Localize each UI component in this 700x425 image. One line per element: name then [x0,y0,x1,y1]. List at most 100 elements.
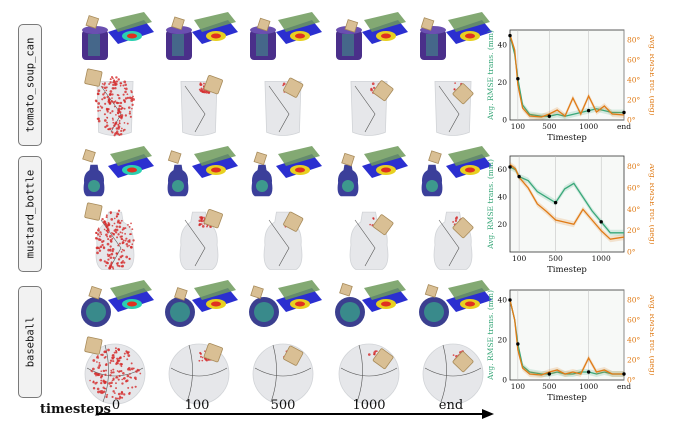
viz-panel-tomato-soup-can-3 [336,12,408,136]
row-label-baseball: baseball [18,286,42,398]
x-axis-label: Timestep [547,393,587,403]
viz-panel-baseball-2 [249,280,322,405]
timeline-tick: 100 [184,398,210,413]
timeline-tick: 0 [111,398,121,413]
row-label-mustard-bottle: mustard_bottle [18,156,42,272]
y-left-tick-label: 20 [497,336,507,345]
x-tick-label: end [617,122,631,131]
error-chart-tomato-soup-can: 100 500 1000 end 0 20 40 0° 20° 40° 60° 80° Timestep… [486,29,654,143]
viz-panel-baseball-3 [335,280,408,405]
row-label-text: tomato_soup_can [24,37,37,133]
timestep-marker [508,165,512,169]
x-tick-label: 500 [542,382,557,391]
error-chart-baseball: 100 500 1000 end 0 20 40 0° 20° 40° 60° 80° Timestep… [486,289,654,403]
series-band [510,163,624,236]
y-left-tick-label: 0 [502,376,507,385]
row-label-text: baseball [24,316,37,368]
y-left-axis-label: Avg. RMSE trans. (mm) [486,159,495,250]
x-tick-label: 100 [511,382,526,391]
y-right-tick-label: 60° [627,184,641,193]
plot-area [509,155,625,253]
x-axis-label: Timestep [547,133,587,143]
y-right-tick-label: 60° [627,56,641,65]
y-right-tick-label: 0° [627,376,636,385]
y-right-axis-label: Avg. RMSE rot. (deg) [648,33,654,115]
y-left-tick-label: 40 [497,193,507,202]
viz-panel-tomato-soup-can-2 [250,12,322,136]
viz-panel-mustard-bottle-1 [167,146,238,270]
viz-panel-mustard-bottle-0 [82,146,154,270]
y-left-tick-label: 20 [497,220,507,229]
x-tick-label: 500 [548,254,563,263]
timeline-tick: 1000 [352,398,386,413]
viz-panel-baseball-0 [81,280,154,405]
viz-panel-baseball-1 [165,280,238,405]
series-band [510,32,624,120]
plot-area [509,289,625,381]
plot-area [509,29,625,121]
y-left-tick-label: 0 [502,116,507,125]
viz-panel-baseball-4 [419,280,492,405]
timeline-tick: 500 [270,398,296,413]
timeline-label: timesteps [40,402,111,417]
trans-series-line [509,299,624,375]
y-left-axis-label: Avg. RMSE trans. (mm) [486,30,495,121]
rot-series-line [509,164,625,240]
y-right-tick-label: 0° [627,248,636,257]
y-left-tick-label: 40 [497,296,507,305]
y-right-tick-label: 40° [627,76,641,85]
y-left-tick-label: 40 [497,41,507,50]
viz-panel-tomato-soup-can-0 [82,12,154,137]
viz-panel-tomato-soup-can-1 [166,12,238,136]
y-left-axis-label: Avg. RMSE trans. (mm) [486,290,495,381]
y-right-tick-label: 20° [627,226,641,235]
y-right-tick-label: 80° [627,162,641,171]
y-right-tick-label: 20° [627,96,641,105]
timestep-marker [516,77,520,81]
timestep-marker [622,110,626,115]
y-right-tick-label: 20° [627,356,641,365]
x-tick-label: end [617,382,631,391]
timestep-marker [508,33,512,38]
timestep-marker [516,342,520,346]
x-tick-label: 100 [511,122,526,131]
series-band [510,161,624,243]
timestep-marker [517,174,521,179]
row-label-text: mustard_bottle [24,169,37,259]
y-right-tick-label: 40° [627,205,641,214]
timeline-arrow [96,409,494,419]
timestep-marker [508,298,512,302]
x-axis-label: Timestep [547,265,587,275]
viz-panel-mustard-bottle-4 [421,146,492,270]
y-left-tick-label: 60 [497,165,507,174]
viz-panel-tomato-soup-can-4 [420,12,492,136]
timestep-marker [599,220,603,224]
error-chart-mustard-bottle: 100 500 1000 20 40 60 0° 20° 40° 60° 80° Timestep Av… [486,155,654,275]
x-tick-label: 1000 [592,254,611,263]
y-left-tick-label: 20 [497,78,507,87]
x-tick-label: 500 [542,122,557,131]
timestep-marker [622,372,626,376]
y-right-tick-label: 60° [627,316,641,325]
series-band [510,32,624,120]
viz-panel-mustard-bottle-2 [251,146,322,270]
y-right-axis-label: Avg. RMSE rot. (deg) [648,293,654,375]
timestep-marker [547,372,552,376]
timestep-marker [553,200,558,205]
timestep-marker [547,114,552,118]
timestep-marker [586,370,591,374]
y-right-tick-label: 0° [627,116,636,125]
y-right-tick-label: 80° [627,36,641,45]
y-right-axis-label: Avg. RMSE rot. (deg) [648,162,654,244]
y-right-tick-label: 80° [627,296,641,305]
x-tick-label: 1000 [579,382,598,391]
rot-series-line [509,299,624,376]
rot-series-line [509,34,625,118]
x-tick-label: 1000 [579,122,598,131]
timestep-marker [586,108,591,113]
x-tick-label: 100 [512,254,527,263]
y-right-tick-label: 40° [627,336,641,345]
viz-panel-mustard-bottle-3 [337,146,408,270]
row-label-tomato-soup-can: tomato_soup_can [18,24,42,146]
timeline-tick: end [438,398,464,413]
